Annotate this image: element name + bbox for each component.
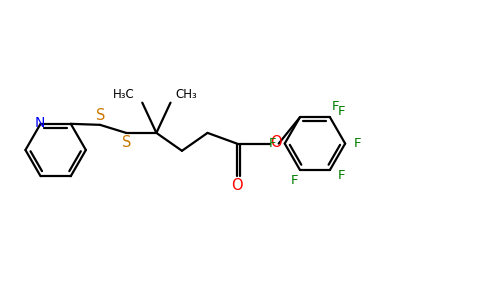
Text: CH₃: CH₃ bbox=[176, 88, 197, 101]
Text: O: O bbox=[231, 178, 242, 194]
Text: S: S bbox=[122, 135, 131, 150]
Text: F: F bbox=[354, 137, 362, 150]
Text: F: F bbox=[269, 137, 276, 150]
Text: S: S bbox=[96, 108, 105, 123]
Text: N: N bbox=[34, 116, 45, 130]
Text: F: F bbox=[337, 169, 345, 182]
Text: O: O bbox=[271, 135, 282, 150]
Text: F: F bbox=[337, 105, 345, 118]
Text: H₃C: H₃C bbox=[113, 88, 135, 101]
Text: F: F bbox=[291, 174, 299, 187]
Text: F: F bbox=[332, 100, 339, 113]
